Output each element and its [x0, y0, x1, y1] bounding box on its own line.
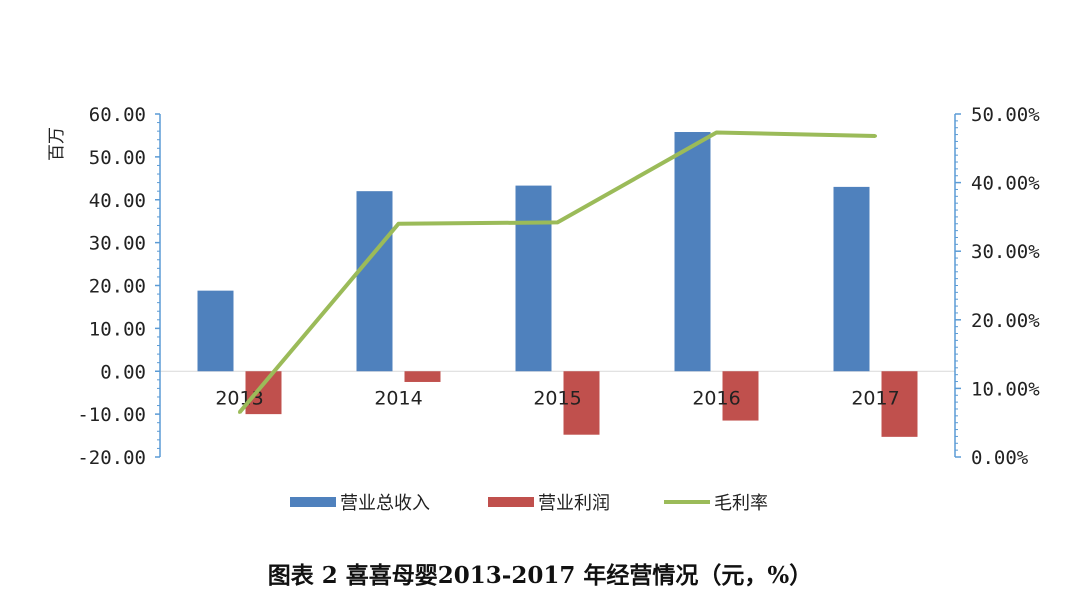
- legend-label-margin: 毛利率: [714, 493, 768, 514]
- bar-revenue: [356, 191, 393, 372]
- legend-swatch-profit: [488, 497, 534, 507]
- line-margin-point: [715, 131, 718, 135]
- line-margin-point: [238, 410, 241, 414]
- figure-caption: 图表 2 喜喜母婴2013-2017 年经营情况（元，%）: [267, 562, 813, 589]
- right-axis-tick-label: 20.00%: [971, 310, 1040, 332]
- right-axis-tick-label: 30.00%: [971, 241, 1040, 263]
- right-axis-tick-label: 40.00%: [971, 173, 1040, 195]
- category-label: 2015: [533, 387, 581, 409]
- line-margin: [237, 130, 876, 414]
- left-axis-tick-label: 20.00: [89, 276, 146, 298]
- legend-item-margin: 毛利率: [664, 490, 768, 514]
- category-label: 2013: [215, 387, 263, 409]
- left-axis-tick-label: 30.00: [89, 233, 146, 255]
- legend-item-profit: 营业利润: [488, 490, 610, 514]
- left-axis-tick-label: 10.00: [89, 318, 146, 340]
- bar-revenue: [833, 186, 870, 372]
- category-label: 2016: [692, 387, 740, 409]
- bar-profit: [563, 371, 600, 435]
- legend-item-revenue: 营业总收入: [290, 490, 430, 514]
- left-axis-tick-label: -10.00: [77, 404, 146, 426]
- bar-profit: [722, 371, 759, 421]
- legend-swatch-margin: [664, 500, 710, 504]
- bar-profit: [404, 371, 441, 382]
- line-margin-point: [874, 134, 877, 138]
- line-margin-point: [556, 220, 559, 224]
- left-axis-tick-label: 60.00: [89, 104, 146, 126]
- left-axis-tick-label: 50.00: [89, 147, 146, 169]
- legend-swatch-revenue: [290, 497, 336, 507]
- legend-label-profit: 营业利润: [538, 493, 610, 514]
- line-margin-point: [397, 222, 400, 226]
- bar-revenue: [197, 290, 234, 372]
- bar-revenue: [515, 185, 552, 372]
- bar-profit: [245, 371, 282, 415]
- right-axis-tick-label: 10.00%: [971, 378, 1040, 400]
- right-axis-tick-label: 0.00%: [971, 447, 1029, 469]
- legend-label-revenue: 营业总收入: [340, 493, 430, 514]
- right-axis-tick-label: 50.00%: [971, 104, 1040, 126]
- left-axis-tick-label: -20.00: [77, 447, 146, 469]
- legend: 营业总收入 营业利润 毛利率: [0, 490, 1080, 514]
- category-label: 2017: [851, 387, 899, 409]
- left-axis-tick-label: 0.00: [100, 361, 146, 383]
- left-axis-tick-label: 40.00: [89, 190, 146, 212]
- bar-profit: [881, 371, 918, 437]
- category-label: 2014: [374, 387, 422, 409]
- left-axis-unit-label: 百万: [47, 127, 67, 161]
- chart: 60.00 50.00 40.00 30.00 20.00 10.00 0.00 -10.00…: [47, 104, 1040, 469]
- bar-revenue: [674, 132, 711, 372]
